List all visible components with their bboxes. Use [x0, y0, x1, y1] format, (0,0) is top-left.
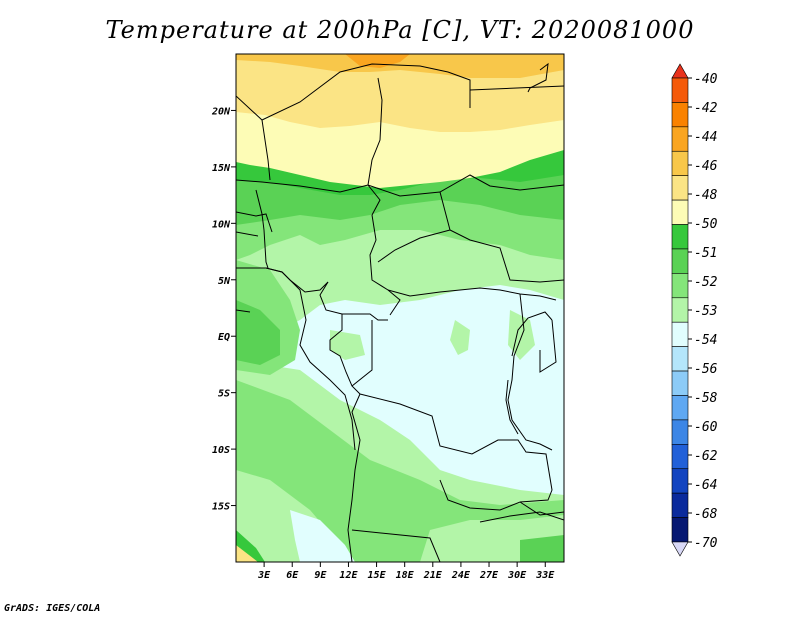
band-minus-46-north	[236, 54, 564, 78]
longitude-axis: 3E 6E 9E 12E 15E 18E 21E 24E 27E 30E 33E	[257, 562, 555, 581]
map-title: Temperature at 200hPa [C], VT: 202008100…	[105, 16, 695, 44]
colorbar-top-arrow	[671, 63, 689, 79]
colorbar-swatch	[671, 370, 689, 396]
colorbar-swatch	[671, 346, 689, 372]
lon-tick-label: 24E	[451, 570, 471, 581]
band-minus-53-patch-center	[450, 320, 470, 355]
colorbar-swatch	[671, 273, 689, 299]
country-borders	[236, 63, 564, 562]
colorbar-label: -53	[694, 304, 717, 319]
colorbar-swatch	[671, 395, 689, 421]
colorbar-label: -50	[694, 217, 718, 232]
colorbar-label: -64	[694, 478, 717, 493]
lon-tick-label: 15E	[368, 570, 387, 581]
colorbar-label: -70	[694, 536, 718, 551]
band-minus-50-southwest-corner	[236, 540, 258, 562]
colorbar-label: -58	[694, 391, 718, 406]
colorbar-swatch	[671, 444, 689, 470]
latitude-axis: 20N 15N 10N 5N EQ 5S 10S 15S	[211, 106, 236, 513]
lon-tick-label: 33E	[535, 570, 555, 581]
colorbar-swatch	[671, 150, 689, 176]
band-minus-54-southwest-tongue	[290, 510, 355, 562]
band-minus-51-west-coast	[236, 300, 280, 365]
lon-tick-label: 30E	[507, 570, 527, 581]
colorbar-bottom-arrow	[671, 541, 689, 557]
lon-tick-label: 3E	[257, 570, 271, 581]
credit-label: GrADS: IGES/COLA	[4, 603, 101, 614]
colorbar-swatch	[671, 248, 689, 274]
colorbar: -40 -42 -44 -46 -48 -50 -51 -52 -53 -54 -56 -58 -60 -…	[671, 63, 718, 557]
colorbar-label: -48	[694, 188, 718, 203]
band-minus-53-patch-central-west	[330, 330, 365, 360]
lon-tick-label: 27E	[479, 570, 499, 581]
map-frame	[235, 53, 565, 563]
colorbar-label: -68	[694, 507, 718, 522]
colorbar-swatch	[671, 468, 689, 494]
colorbar-label: -60	[694, 420, 718, 435]
temperature-field	[236, 54, 564, 562]
lat-tick-label: 10S	[212, 445, 230, 456]
lat-tick-label: 20N	[211, 106, 231, 117]
band-minus-51-southwest-corner	[236, 530, 265, 562]
lon-tick-label: 6E	[286, 570, 299, 581]
band-minus-52-southeast	[520, 535, 564, 562]
lat-tick-label: 5S	[218, 389, 230, 400]
colorbar-swatch	[671, 297, 689, 323]
colorbar-swatch	[671, 77, 689, 103]
colorbar-swatch	[671, 492, 689, 518]
colorbar-swatch	[671, 321, 689, 347]
lat-tick-label: 5N	[218, 276, 231, 287]
colorbar-label: -56	[694, 362, 718, 377]
coastline	[265, 62, 553, 451]
colorbar-label: -40	[694, 72, 718, 87]
colorbar-swatch	[671, 199, 689, 225]
colorbar-swatch	[671, 419, 689, 445]
colorbar-swatch	[671, 126, 689, 152]
colorbar-swatch	[671, 224, 689, 250]
lat-tick-label: 15S	[212, 502, 230, 513]
colorbar-label: -51	[694, 246, 717, 261]
colorbar-label: -46	[694, 159, 718, 174]
colorbar-swatch	[671, 175, 689, 201]
colorbar-label: -42	[694, 101, 718, 116]
lon-tick-label: 18E	[396, 570, 415, 581]
band-minus-53-patch-east	[508, 310, 535, 360]
colorbar-label: -52	[694, 275, 718, 290]
colorbar-swatch	[671, 517, 689, 543]
colorbar-label: -62	[694, 449, 718, 464]
lon-tick-label: 21E	[423, 570, 443, 581]
colorbar-swatch	[671, 102, 689, 128]
colorbar-label: -54	[694, 333, 717, 348]
lat-tick-label: EQ	[218, 332, 230, 343]
colorbar-label: -44	[694, 130, 717, 145]
lat-tick-label: 15N	[212, 163, 231, 174]
lon-tick-label: 12E	[339, 570, 358, 581]
lon-tick-label: 9E	[314, 570, 327, 581]
band-minus-44-north-peak	[345, 54, 410, 68]
lat-tick-label: 10N	[212, 219, 231, 230]
band-minus-52-south	[236, 380, 564, 562]
